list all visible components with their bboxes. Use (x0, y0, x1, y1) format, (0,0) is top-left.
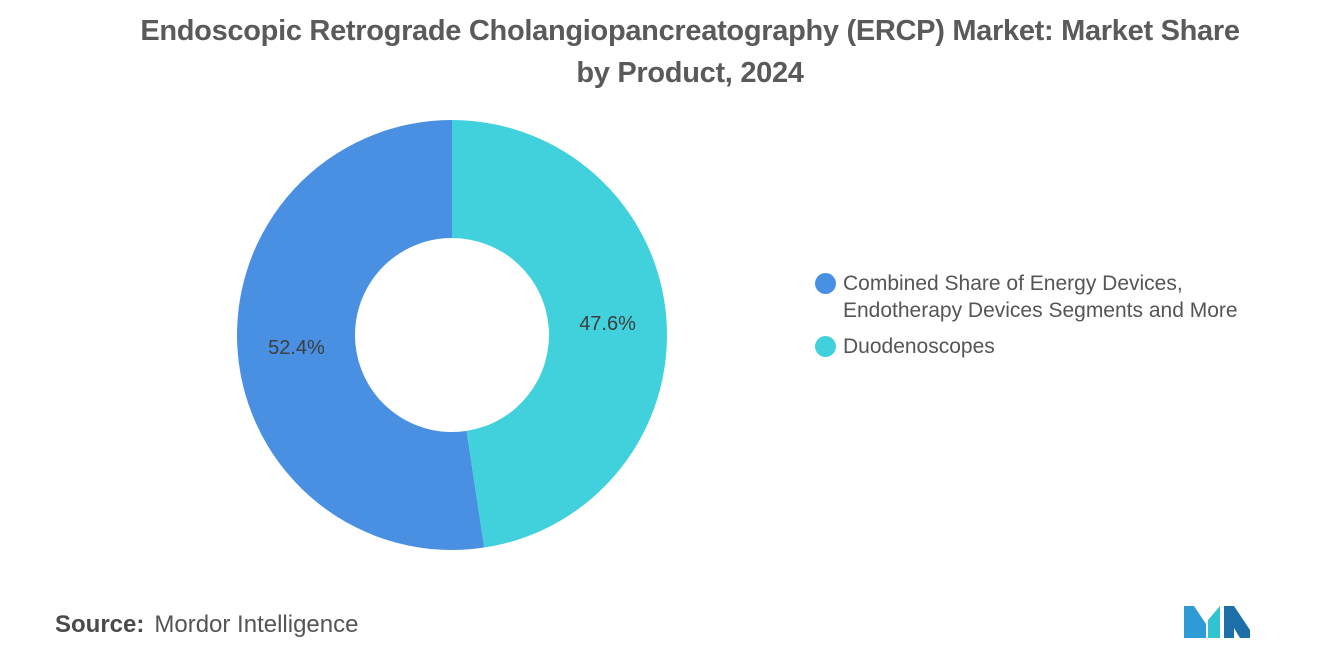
source-note: Source: Mordor Intelligence (55, 611, 358, 639)
data-label-duodenoscopes: 47.6% (579, 313, 636, 335)
logo-shape-center (1208, 606, 1220, 638)
mordor-intelligence-logo (1184, 606, 1250, 638)
legend-label-duodenoscopes: Duodenoscopes (843, 335, 995, 358)
legend-item-duodenoscopes: Duodenoscopes (815, 333, 1285, 360)
donut-slice-duodenoscopes (452, 120, 667, 548)
legend-swatch-duodenoscopes (815, 336, 836, 357)
legend-item-combined: Combined Share of Energy Devices, Endoth… (815, 270, 1285, 324)
chart-title: Endoscopic Retrograde Cholangiopancreato… (140, 15, 1240, 89)
source-key: Source: (55, 611, 145, 638)
logo-shape-left (1184, 606, 1206, 638)
donut-slice-combined (236, 120, 485, 550)
legend-label-combined: Combined Share of Energy Devices, Endoth… (843, 272, 1238, 322)
chart-legend: Combined Share of Energy Devices, Endoth… (815, 270, 1285, 369)
data-label-combined: 52.4% (268, 337, 325, 359)
legend-swatch-combined (815, 273, 836, 294)
source-value: Mordor Intelligence (154, 611, 359, 638)
logo-shape-right (1224, 606, 1250, 638)
